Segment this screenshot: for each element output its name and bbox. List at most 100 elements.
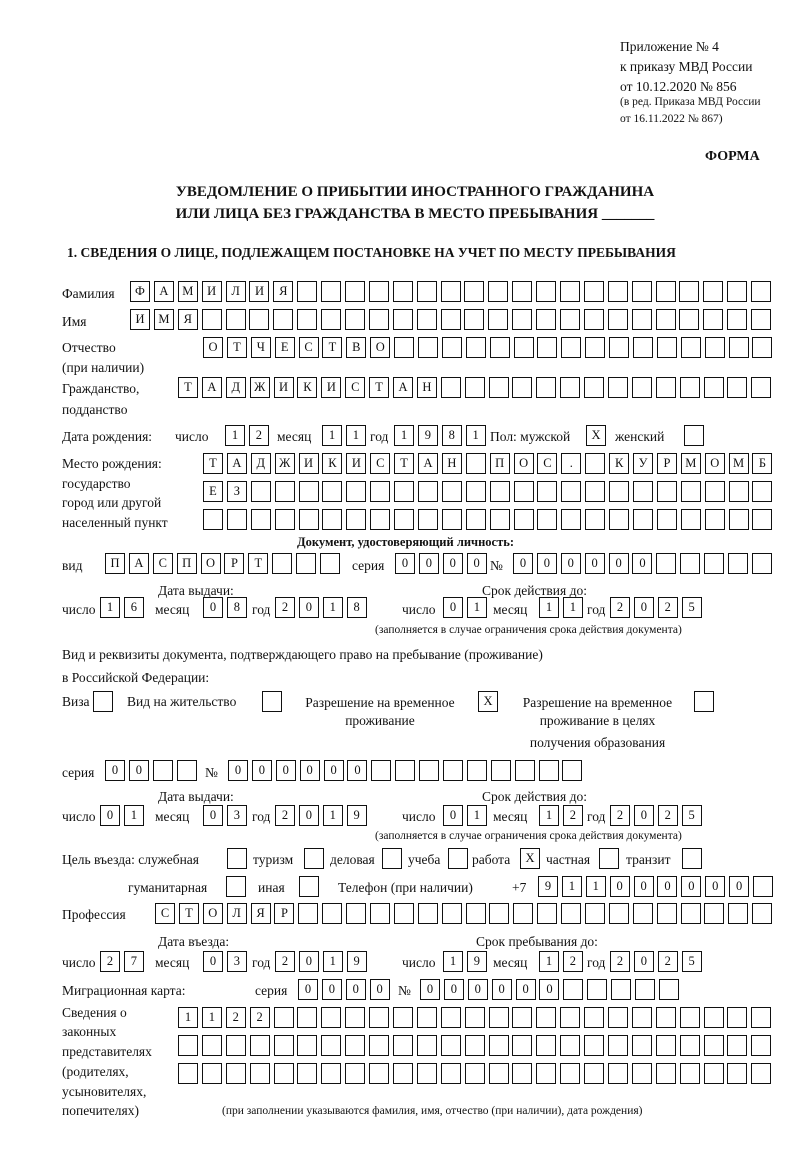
char-box[interactable]: 1 <box>322 597 343 618</box>
char-box[interactable] <box>297 281 318 302</box>
char-box[interactable]: К <box>297 377 318 398</box>
char-box[interactable]: X <box>478 691 498 712</box>
char-box[interactable]: В <box>346 337 367 358</box>
char-box[interactable]: 0 <box>609 876 630 897</box>
char-box[interactable] <box>227 848 247 869</box>
char-box[interactable]: 0 <box>418 553 439 574</box>
char-box[interactable]: 3 <box>226 805 247 826</box>
char-box[interactable] <box>679 1063 700 1084</box>
char-box[interactable] <box>249 1035 270 1056</box>
char-box[interactable] <box>608 903 629 924</box>
char-box[interactable]: 2 <box>562 805 583 826</box>
char-box[interactable] <box>440 281 461 302</box>
char-box[interactable]: 9 <box>538 876 558 897</box>
char-box[interactable] <box>321 1007 342 1028</box>
char-box[interactable]: 0 <box>298 979 318 1000</box>
char-box[interactable]: Н <box>441 453 462 474</box>
char-box[interactable]: 2 <box>562 951 583 972</box>
char-box[interactable]: 1 <box>394 425 414 446</box>
char-box[interactable] <box>728 903 749 924</box>
char-box[interactable] <box>320 553 341 574</box>
char-box[interactable] <box>489 903 510 924</box>
char-box[interactable]: 0 <box>608 553 629 574</box>
char-box[interactable] <box>584 377 605 398</box>
char-box[interactable] <box>465 903 486 924</box>
char-box[interactable]: 0 <box>395 553 415 574</box>
char-box[interactable] <box>488 281 509 302</box>
char-box[interactable]: М <box>153 309 174 330</box>
char-box[interactable] <box>464 377 485 398</box>
char-box[interactable] <box>655 309 676 330</box>
char-box[interactable] <box>679 377 700 398</box>
char-box[interactable] <box>297 1035 318 1056</box>
char-box[interactable] <box>561 481 582 502</box>
char-box[interactable]: Т <box>394 453 415 474</box>
char-box[interactable]: Я <box>250 903 271 924</box>
char-box[interactable] <box>465 509 486 530</box>
birthplace-field-3[interactable] <box>203 509 773 530</box>
char-box[interactable]: 0 <box>705 876 726 897</box>
char-box[interactable]: Д <box>250 453 271 474</box>
char-box[interactable]: 0 <box>345 979 366 1000</box>
char-box[interactable] <box>298 481 319 502</box>
char-box[interactable] <box>538 760 559 781</box>
char-box[interactable] <box>226 509 247 530</box>
char-box[interactable] <box>273 309 294 330</box>
char-box[interactable] <box>370 903 391 924</box>
char-box[interactable]: 1 <box>562 597 583 618</box>
char-box[interactable]: 0 <box>681 876 702 897</box>
char-box[interactable] <box>297 309 318 330</box>
char-box[interactable] <box>418 481 439 502</box>
char-box[interactable]: К <box>609 453 630 474</box>
char-box[interactable]: 1 <box>322 425 342 446</box>
char-box[interactable] <box>512 377 533 398</box>
char-box[interactable]: 1 <box>466 805 487 826</box>
char-box[interactable]: 0 <box>298 597 319 618</box>
char-box[interactable] <box>203 509 223 530</box>
char-box[interactable] <box>226 876 246 897</box>
char-box[interactable] <box>346 481 367 502</box>
char-box[interactable]: И <box>273 377 294 398</box>
char-box[interactable] <box>418 337 439 358</box>
char-box[interactable] <box>751 281 772 302</box>
char-box[interactable]: 5 <box>681 597 702 618</box>
char-box[interactable] <box>273 1063 294 1084</box>
char-box[interactable]: 8 <box>346 597 367 618</box>
char-box[interactable] <box>489 337 510 358</box>
char-box[interactable] <box>655 281 676 302</box>
char-box[interactable] <box>272 553 293 574</box>
char-box[interactable] <box>656 509 677 530</box>
char-box[interactable] <box>345 1035 366 1056</box>
char-box[interactable]: Е <box>203 481 223 502</box>
char-box[interactable]: 2 <box>610 597 630 618</box>
char-box[interactable] <box>752 337 773 358</box>
char-box[interactable] <box>608 1035 629 1056</box>
char-box[interactable]: А <box>226 453 247 474</box>
char-box[interactable] <box>201 309 222 330</box>
char-box[interactable]: И <box>249 281 270 302</box>
char-box[interactable]: 5 <box>681 805 702 826</box>
char-box[interactable]: 8 <box>441 425 462 446</box>
char-box[interactable] <box>560 309 581 330</box>
char-box[interactable] <box>419 760 440 781</box>
char-box[interactable] <box>490 760 511 781</box>
char-box[interactable] <box>93 691 113 712</box>
char-box[interactable] <box>608 1007 629 1028</box>
char-box[interactable]: 0 <box>443 979 464 1000</box>
char-box[interactable] <box>633 481 654 502</box>
char-box[interactable]: 0 <box>203 597 223 618</box>
char-box[interactable]: 1 <box>201 1007 222 1028</box>
char-box[interactable]: 0 <box>420 979 440 1000</box>
char-box[interactable]: 0 <box>298 805 319 826</box>
char-box[interactable] <box>370 509 391 530</box>
